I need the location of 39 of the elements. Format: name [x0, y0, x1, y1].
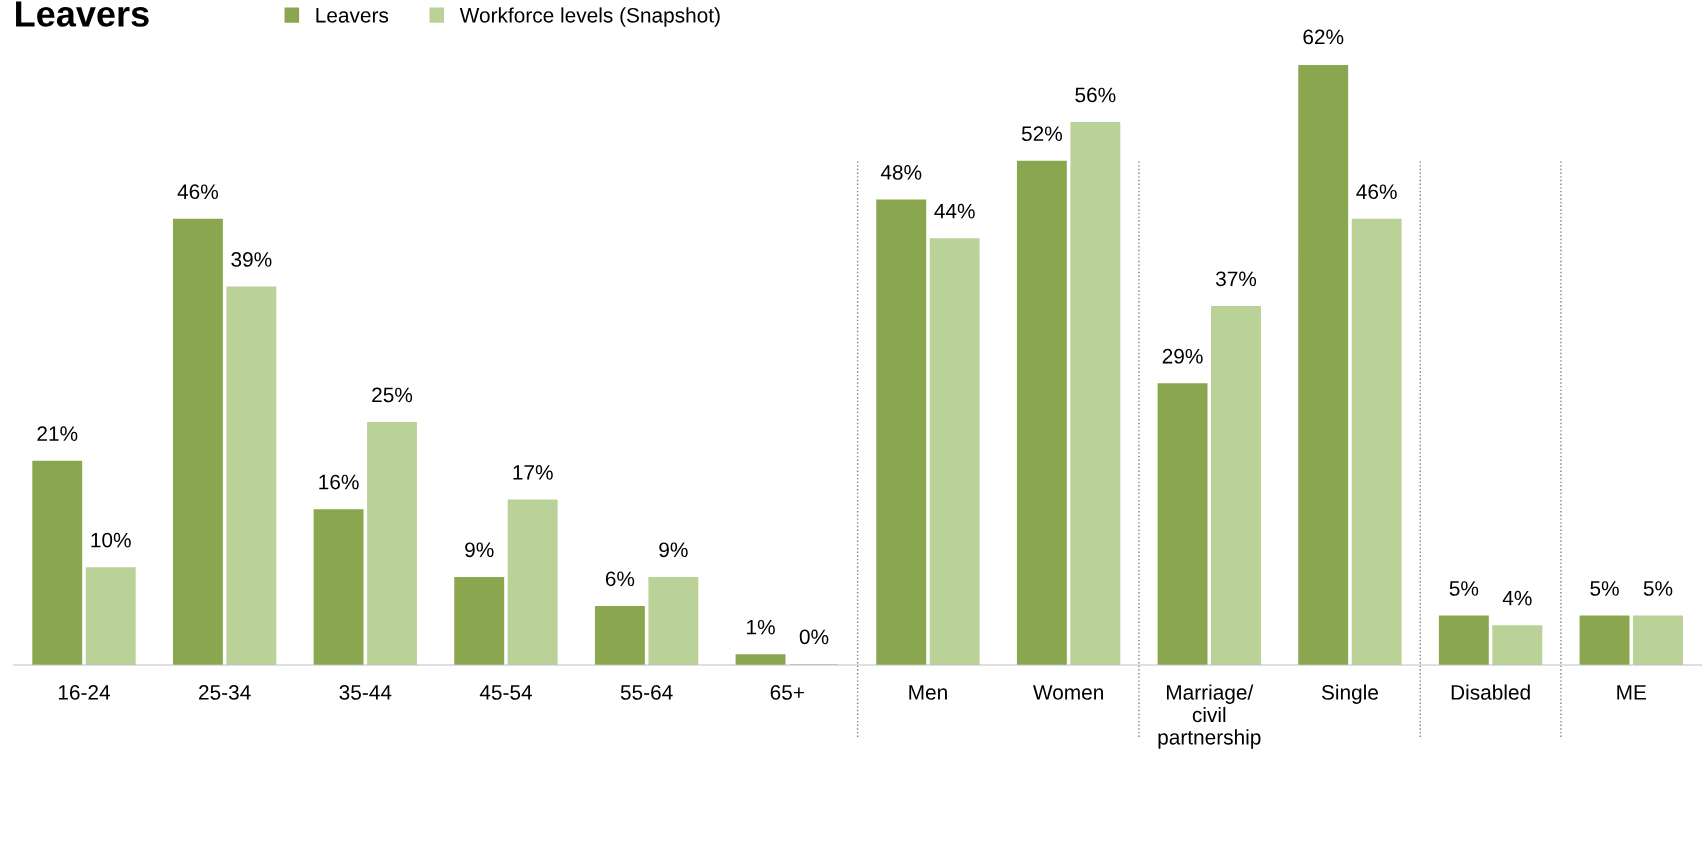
data-label: 9% — [659, 542, 688, 558]
data-label: 16% — [319, 474, 359, 490]
data-label: 48% — [880, 165, 922, 180]
data-label: 37% — [1215, 271, 1257, 287]
x-tick-label: ME — [1617, 685, 1646, 700]
data-label: 21% — [37, 426, 78, 441]
data-label: 9% — [465, 542, 494, 558]
data-label: 25% — [372, 387, 413, 403]
data-label: 5% — [1590, 581, 1619, 596]
data-label: 10% — [91, 532, 131, 548]
x-tick-label: Women — [1033, 685, 1103, 700]
x-tick-label: Single — [1321, 684, 1378, 704]
data-label: 5% — [1643, 581, 1673, 596]
data-label: 6% — [605, 571, 635, 587]
data-label: 17% — [513, 465, 553, 480]
x-tick-label: 35-44 — [339, 685, 392, 700]
data-label: 29% — [1162, 348, 1203, 364]
x-tick-label: 65+ — [770, 685, 804, 700]
data-label: 44% — [934, 203, 975, 219]
data-label: 1% — [747, 619, 775, 635]
data-label: 0% — [799, 629, 829, 645]
chart-title: Leavers — [16, 1, 149, 27]
data-label: 52% — [1021, 126, 1062, 142]
data-label: 46% — [177, 184, 219, 200]
x-tick-label: 16-24 — [58, 685, 111, 700]
legend-label: Workforce levels (Snapshot) — [459, 7, 720, 27]
x-tick-label: 55-64 — [620, 685, 673, 700]
data-label: 5% — [1449, 581, 1479, 596]
data-label: 62% — [1303, 29, 1344, 45]
x-tick-label: Marriage/ civil partnership — [1158, 684, 1261, 749]
data-label: 39% — [231, 252, 272, 267]
x-tick-label: 45-54 — [479, 685, 532, 700]
data-label: 4% — [1502, 590, 1532, 606]
legend-label: Leavers — [316, 8, 389, 23]
x-tick-label: 25-34 — [199, 685, 251, 700]
x-tick-label: Disabled — [1451, 684, 1530, 700]
data-label: 46% — [1356, 184, 1397, 200]
data-label: 56% — [1075, 87, 1116, 103]
x-tick-label: Men — [909, 685, 947, 700]
